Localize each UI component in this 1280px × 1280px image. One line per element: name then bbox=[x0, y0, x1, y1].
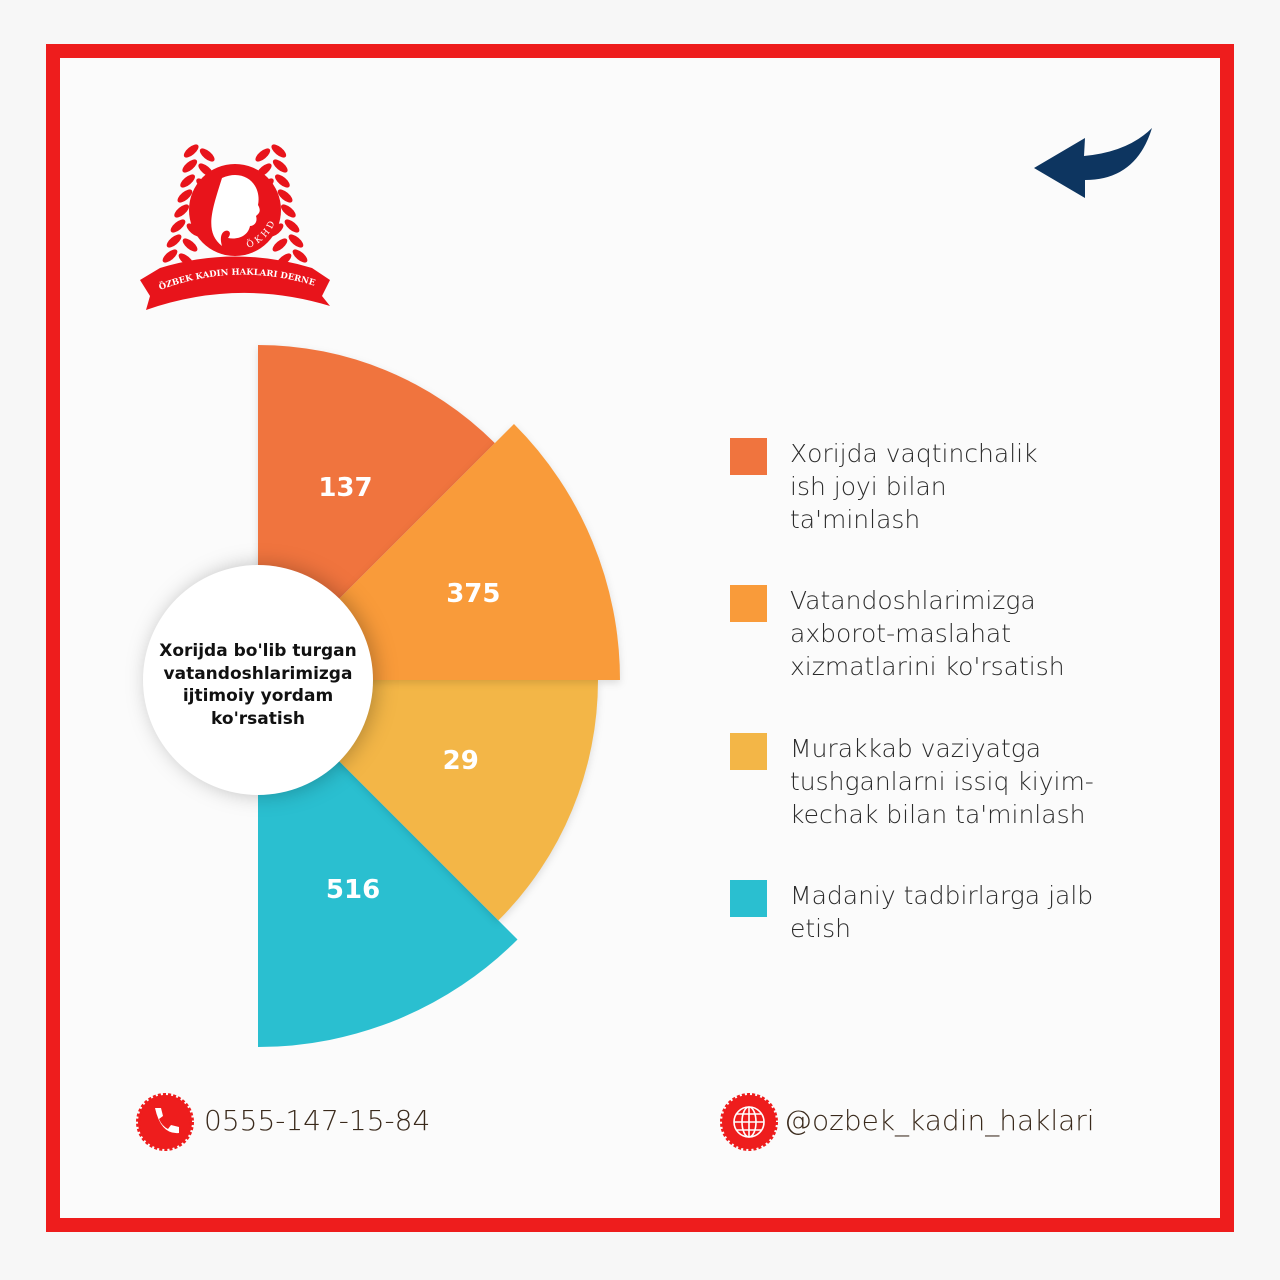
slice-value-label: 29 bbox=[442, 745, 479, 776]
phone-icon bbox=[155, 1108, 179, 1134]
logo-banner bbox=[140, 256, 330, 310]
legend-swatch bbox=[730, 880, 767, 917]
legend-swatch bbox=[730, 733, 767, 770]
legend-label: Vatandoshlarimizga axborot-maslahat xizm… bbox=[790, 586, 1065, 681]
chart-center-label: Xorijda bo'lib turgan vatandoshlarimizga… bbox=[159, 641, 357, 729]
legend-item: Madaniy tadbirlarga jalb etish bbox=[730, 880, 1110, 945]
logo-banner-text: ÖZBEK KADIN HAKLARI DERNEĞİ bbox=[0, 0, 317, 293]
phone-badge[interactable] bbox=[136, 1093, 194, 1151]
legend-item: Vatandoshlarimizga axborot-maslahat xizm… bbox=[730, 585, 1110, 683]
legend-swatch bbox=[730, 585, 767, 622]
legend-item: Murakkab vaziyatga tushganlarni issiq ki… bbox=[730, 733, 1110, 831]
phone-number[interactable]: 0555-147-15-84 bbox=[204, 1104, 431, 1137]
center-circle bbox=[143, 565, 373, 795]
slice-value-label: 137 bbox=[318, 473, 373, 504]
slice-value-label: 516 bbox=[325, 875, 381, 906]
globe-badge[interactable] bbox=[720, 1093, 778, 1151]
legend-label: Madaniy tadbirlarga jalb etish bbox=[790, 881, 1094, 943]
legend-label: Murakkab vaziyatga tushganlarni issiq ki… bbox=[790, 734, 1094, 829]
logo: Ö K H D ÖZBEK KADIN HAKLARI DERNEĞİ bbox=[0, 0, 330, 310]
legend-item: Xorijda vaqtinchalik ish joyi bilan ta'm… bbox=[730, 438, 1110, 536]
globe-icon bbox=[733, 1106, 765, 1138]
social-handle[interactable]: @ozbek_kadin_haklari bbox=[784, 1104, 1095, 1137]
legend-label: Xorijda vaqtinchalik ish joyi bilan ta'm… bbox=[790, 439, 1038, 534]
slice-value-label: 375 bbox=[446, 579, 501, 610]
curved-arrow-left-icon[interactable] bbox=[1034, 128, 1152, 198]
woman-silhouette-icon bbox=[211, 175, 260, 246]
legend-swatch bbox=[730, 438, 767, 475]
